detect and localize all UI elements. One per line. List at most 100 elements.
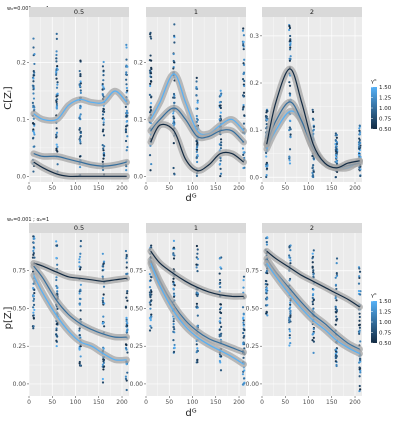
y-tick-label: 0.2 bbox=[249, 80, 259, 87]
scatter-point bbox=[288, 26, 292, 30]
scatter-point bbox=[335, 271, 338, 275]
scatter-point bbox=[78, 292, 81, 295]
scatter-point bbox=[289, 312, 292, 315]
scatter-point bbox=[78, 155, 82, 158]
legend-tick-label: 0.75 bbox=[379, 117, 392, 123]
scatter-point bbox=[56, 83, 59, 86]
scatter-point bbox=[102, 108, 105, 111]
scatter-point bbox=[288, 344, 291, 347]
scatter-point bbox=[101, 93, 105, 97]
scatter-point bbox=[219, 311, 223, 315]
scatter-point bbox=[125, 43, 128, 47]
scatter-point bbox=[241, 317, 245, 320]
scatter-point bbox=[288, 317, 291, 320]
scatter-point bbox=[32, 286, 35, 290]
scatter-point bbox=[102, 360, 105, 363]
x-tick-label: 0 bbox=[260, 185, 264, 192]
facet-strip bbox=[262, 7, 362, 17]
scatter-point bbox=[218, 328, 221, 332]
scatter-point bbox=[335, 363, 338, 367]
scatter-point bbox=[149, 106, 152, 109]
scatter-point bbox=[55, 133, 58, 136]
scatter-point bbox=[149, 84, 152, 88]
scatter-point bbox=[242, 321, 245, 324]
scatter-point bbox=[125, 120, 128, 123]
scatter-point bbox=[241, 373, 245, 376]
scatter-point bbox=[55, 292, 59, 295]
y-tick-label: 0.1 bbox=[16, 116, 26, 123]
scatter-point bbox=[335, 319, 338, 322]
scatter-point bbox=[196, 257, 200, 261]
scatter-point bbox=[219, 175, 222, 178]
scatter-point bbox=[78, 261, 81, 264]
scatter-point bbox=[195, 76, 198, 79]
scatter-point bbox=[78, 297, 81, 300]
scatter-point bbox=[56, 81, 59, 84]
y-tick-label: 0.00 bbox=[246, 381, 260, 388]
scatter-point bbox=[172, 295, 176, 298]
scatter-point bbox=[149, 108, 153, 112]
x-tick-label: 200 bbox=[233, 399, 245, 406]
scatter-point bbox=[31, 137, 35, 140]
scatter-point bbox=[148, 93, 152, 96]
scatter-point bbox=[150, 244, 153, 247]
scatter-point bbox=[219, 303, 223, 306]
scatter-point bbox=[32, 249, 35, 253]
scatter-point bbox=[78, 347, 81, 350]
facet-label: 2 bbox=[310, 8, 314, 16]
panel-0.5: 0.5 0.0 0.1 0.2 0 50 100 150 200 bbox=[16, 7, 130, 192]
scatter-point bbox=[288, 159, 291, 162]
scatter-point bbox=[288, 94, 292, 97]
scatter-point bbox=[79, 72, 82, 76]
scatter-point bbox=[55, 240, 58, 243]
scatter-point bbox=[358, 270, 362, 273]
scatter-point bbox=[125, 58, 128, 61]
scatter-point bbox=[219, 321, 222, 324]
y-tick-label: 0.25 bbox=[13, 343, 27, 350]
scatter-point bbox=[32, 80, 35, 83]
scatter-point bbox=[358, 137, 361, 140]
scatter-point bbox=[79, 309, 82, 312]
smooth-line-gamma-0.5 bbox=[33, 161, 127, 178]
scatter-point bbox=[55, 107, 58, 110]
scatter-point bbox=[195, 157, 198, 160]
scatter-point bbox=[79, 239, 82, 243]
scatter-point bbox=[196, 248, 199, 251]
x-tick-label: 150 bbox=[210, 399, 222, 406]
scatter-point bbox=[56, 322, 59, 325]
scatter-point bbox=[312, 327, 315, 331]
x-tick-label: 0 bbox=[27, 399, 31, 406]
scatter-point bbox=[312, 273, 315, 276]
smooth-line-gamma-0.5 bbox=[266, 250, 361, 308]
scatter-point bbox=[289, 315, 292, 318]
legend-tick-label: 1.50 bbox=[379, 299, 392, 305]
scatter-point bbox=[102, 79, 105, 82]
scatter-point bbox=[195, 174, 199, 177]
scatter-point bbox=[242, 286, 245, 289]
scatter-point bbox=[288, 28, 291, 32]
chart-bottom-xlabel: dᴳ bbox=[185, 408, 196, 419]
scatter-point bbox=[33, 288, 36, 291]
scatter-point bbox=[265, 151, 268, 154]
scatter-point bbox=[195, 114, 198, 118]
scatter-point bbox=[196, 101, 199, 104]
scatter-point bbox=[172, 252, 175, 255]
scatter-point bbox=[242, 324, 245, 327]
scatter-point bbox=[358, 366, 361, 369]
scatter-point bbox=[264, 279, 267, 283]
scatter-point bbox=[359, 371, 362, 374]
chart-bottom-panels: 0.50.000.250.500.750 50 100 150 20010.000.25… bbox=[13, 223, 363, 406]
scatter-point bbox=[125, 296, 128, 299]
x-tick-label: 200 bbox=[349, 399, 361, 406]
scatter-point bbox=[101, 269, 104, 272]
scatter-point bbox=[195, 351, 198, 354]
scatter-point bbox=[289, 256, 292, 259]
scatter-point bbox=[33, 237, 36, 240]
legend-colorbar bbox=[371, 87, 377, 129]
scatter-point bbox=[125, 292, 129, 295]
chart-bottom-ylabel: p[Zᵢ] bbox=[3, 307, 14, 330]
x-tick-label: 150 bbox=[326, 185, 338, 192]
scatter-point bbox=[173, 346, 176, 349]
scatter-point bbox=[218, 104, 221, 107]
scatter-point bbox=[218, 272, 221, 275]
